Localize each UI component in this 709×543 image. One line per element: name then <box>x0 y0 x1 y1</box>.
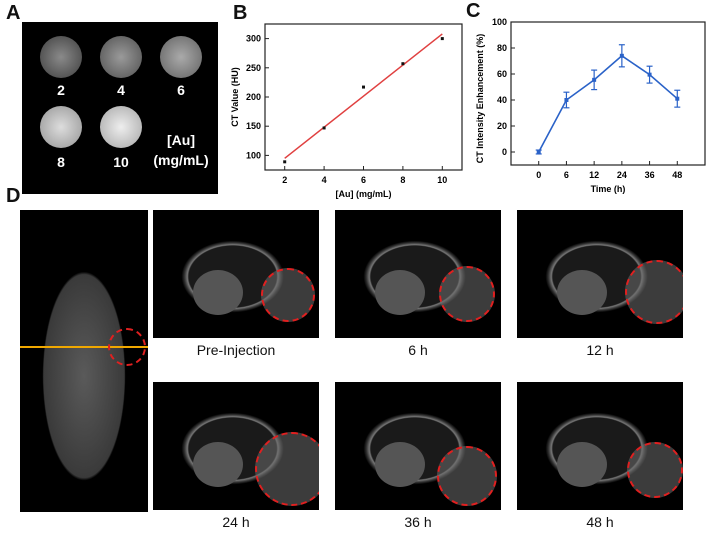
ct-slice <box>335 210 501 338</box>
y-tick-label: 250 <box>246 63 261 73</box>
chart-b: 2 4 6 8 10 100 150 200 250 300 [Au] (mg/mL) CT Valu… <box>230 23 463 199</box>
x-tick-label: 48 <box>672 170 682 180</box>
x-tick-label: 12 <box>589 170 599 180</box>
data-point <box>619 53 624 58</box>
x-tick-label: 6 <box>564 170 569 180</box>
well-label: 10 <box>113 154 129 170</box>
y-tick-label: 40 <box>497 95 507 105</box>
well-label: 4 <box>117 82 125 98</box>
x-tick-label: 8 <box>400 175 405 185</box>
x-tick-label: 4 <box>322 175 327 185</box>
organ <box>375 442 425 487</box>
data-point <box>564 98 569 102</box>
tumor-outline <box>627 442 683 498</box>
chart-c: 0 6 12 24 36 48 0 20 40 60 80 100 Time (h) CT Intensi… <box>475 17 706 194</box>
tumor-outline <box>108 328 146 366</box>
ct-slice <box>335 382 501 510</box>
plot-frame <box>510 21 706 166</box>
x-axis-label: [Au] (mg/mL) <box>336 189 392 199</box>
y-tick-label: 200 <box>246 92 261 102</box>
well-label: 2 <box>57 82 65 98</box>
data-point <box>440 37 444 41</box>
slice-caption: 6 h <box>408 342 428 358</box>
organ <box>557 442 607 487</box>
tumor-outline <box>255 432 319 506</box>
tumor-outline <box>261 268 315 322</box>
y-tick-label: 80 <box>497 43 507 53</box>
slice-line <box>20 346 148 348</box>
y-tick-label: 60 <box>497 69 507 79</box>
ct-slice <box>153 210 319 338</box>
well <box>100 36 142 78</box>
data-point <box>362 85 365 89</box>
x-tick-label: 6 <box>361 175 366 185</box>
well-label: 6 <box>177 82 185 98</box>
x-tick-label: 2 <box>282 175 287 185</box>
slice-caption: 12 h <box>586 342 614 358</box>
panel-label-a: A <box>6 2 21 24</box>
y-tick-label: 100 <box>492 17 507 27</box>
x-tick-label: 0 <box>536 170 541 180</box>
unit-label: (mg/mL) <box>153 152 209 168</box>
organ <box>557 270 607 315</box>
data-point <box>322 126 326 130</box>
x-axis-label: Time (h) <box>591 184 626 194</box>
phantom-image: 2 4 6 8 10 [Au] (mg/mL) <box>22 22 218 194</box>
panel-label-d: D <box>6 185 21 207</box>
well <box>100 106 142 148</box>
data-point <box>592 77 597 82</box>
organ <box>193 442 243 487</box>
y-tick-label: 150 <box>246 121 261 131</box>
tumor-outline <box>625 260 683 324</box>
ct-slice <box>517 382 683 510</box>
data-point <box>536 150 541 154</box>
data-point <box>675 96 680 101</box>
organ <box>375 270 425 315</box>
tumor-outline <box>437 446 497 506</box>
well <box>40 36 82 78</box>
well <box>160 36 202 78</box>
y-axis-label: CT Intensity Enhancement (%) <box>475 34 485 164</box>
panel-label-b: B <box>233 2 248 24</box>
y-axis-label: CT Value (HU) <box>230 67 240 127</box>
y-tick-label: 300 <box>246 34 261 44</box>
slice-caption: 48 h <box>586 514 614 530</box>
panel-label-c: C <box>466 0 481 22</box>
unit-label: [Au] <box>167 132 195 148</box>
organ <box>193 270 243 315</box>
data-point <box>647 72 652 77</box>
well <box>40 106 82 148</box>
whole-body-ct <box>20 210 148 512</box>
data-point <box>283 160 287 164</box>
slice-caption: 36 h <box>404 514 432 530</box>
well-label: 8 <box>57 154 65 170</box>
x-tick-label: 10 <box>437 175 447 185</box>
y-tick-label: 0 <box>502 147 507 157</box>
slice-caption: 24 h <box>222 514 250 530</box>
fit-line <box>284 33 443 159</box>
data-point <box>401 62 405 66</box>
tumor-outline <box>439 266 495 322</box>
y-tick-label: 100 <box>246 150 261 160</box>
slice-caption: Pre-Injection <box>196 342 276 358</box>
x-tick-label: 36 <box>645 170 655 180</box>
series-line <box>538 54 678 153</box>
ct-slice <box>153 382 319 510</box>
x-tick-label: 24 <box>617 170 627 180</box>
y-tick-label: 20 <box>497 121 507 131</box>
ct-slice <box>517 210 683 338</box>
